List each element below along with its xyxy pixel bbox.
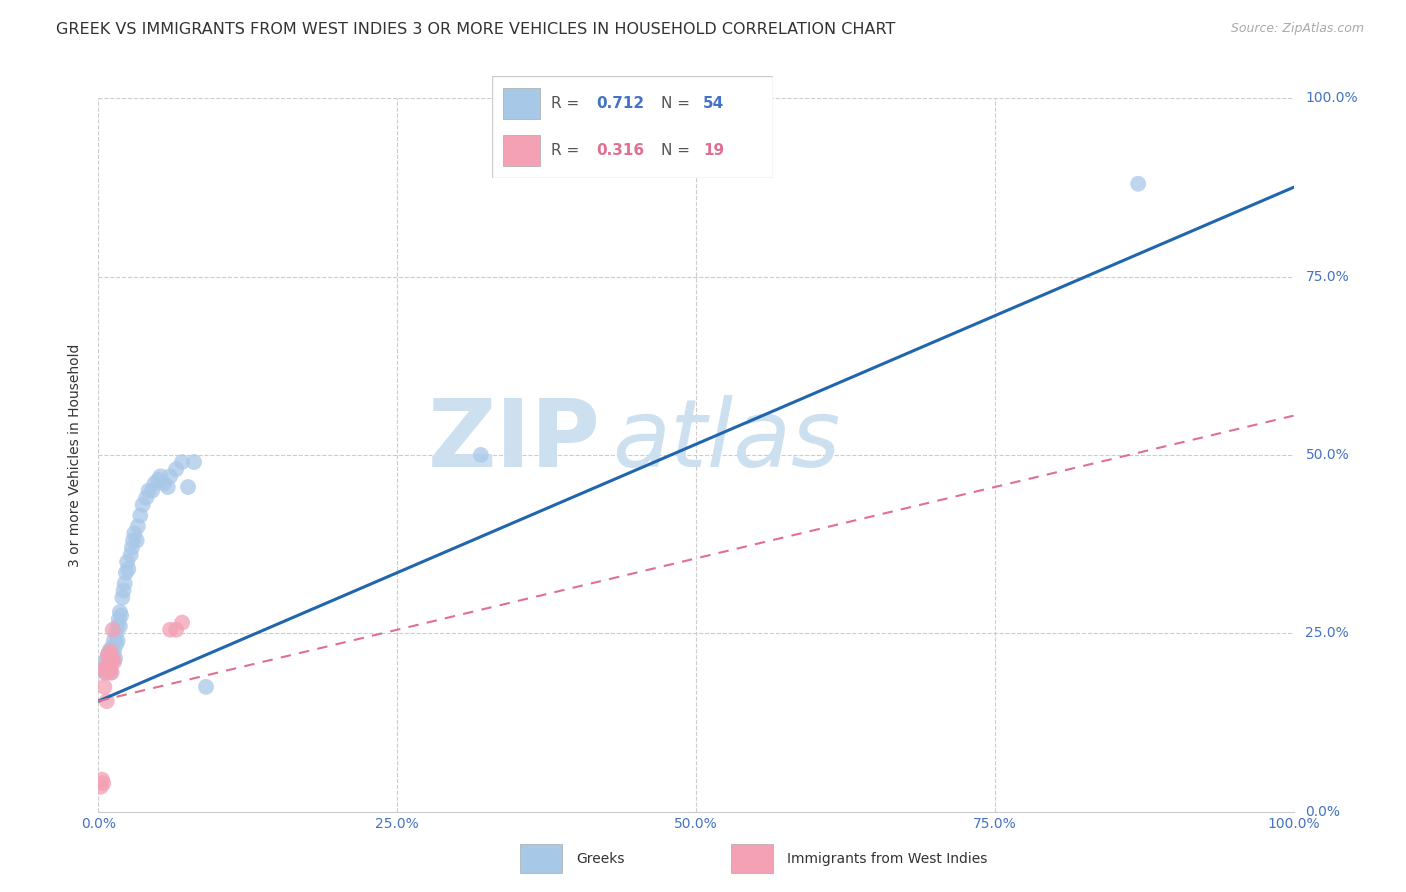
Point: [91, 772, 114, 787]
Text: atlas: atlas: [612, 395, 841, 486]
Point: [96, 694, 118, 708]
Point: [98, 644, 122, 658]
Point: [97, 648, 120, 662]
Point: [103, 633, 125, 648]
Point: [103, 644, 125, 658]
Text: Source: ZipAtlas.com: Source: ZipAtlas.com: [1230, 22, 1364, 36]
Text: 19: 19: [703, 144, 724, 158]
Point: [94, 665, 117, 680]
Point: [159, 469, 181, 483]
FancyBboxPatch shape: [503, 88, 540, 119]
Point: [107, 612, 129, 626]
Point: [127, 519, 149, 533]
Point: [97, 648, 120, 662]
Point: [93, 680, 115, 694]
Point: [107, 633, 129, 648]
Point: [93, 665, 115, 680]
Y-axis label: 3 or more Vehicles in Household: 3 or more Vehicles in Household: [69, 343, 83, 566]
Point: [105, 626, 128, 640]
Text: 25.0%: 25.0%: [1305, 626, 1350, 640]
Text: N =: N =: [661, 96, 695, 111]
Point: [112, 583, 135, 598]
Text: 0.712: 0.712: [596, 96, 644, 111]
Point: [101, 648, 124, 662]
Point: [141, 483, 163, 498]
Text: R =: R =: [551, 144, 585, 158]
Point: [108, 619, 131, 633]
Text: ZIP: ZIP: [427, 394, 600, 487]
Text: N =: N =: [661, 144, 695, 158]
Text: 54: 54: [703, 96, 724, 111]
FancyBboxPatch shape: [520, 844, 562, 873]
Point: [149, 469, 172, 483]
Point: [183, 455, 205, 469]
Point: [125, 533, 148, 548]
Text: 0.0%: 0.0%: [1305, 805, 1340, 819]
Point: [107, 619, 129, 633]
Point: [101, 651, 124, 665]
Point: [117, 562, 139, 576]
Point: [165, 623, 187, 637]
Point: [159, 623, 181, 637]
Point: [98, 658, 121, 673]
FancyBboxPatch shape: [492, 76, 773, 178]
Point: [91, 662, 114, 676]
Point: [148, 473, 170, 487]
Point: [100, 665, 122, 680]
Point: [100, 640, 122, 655]
Point: [124, 526, 146, 541]
Point: [121, 541, 143, 555]
Text: Greeks: Greeks: [576, 852, 624, 865]
Point: [94, 655, 117, 669]
Point: [114, 576, 136, 591]
Point: [129, 508, 152, 523]
Point: [115, 566, 138, 580]
Point: [172, 455, 194, 469]
Point: [1128, 177, 1150, 191]
Text: 100.0%: 100.0%: [1305, 91, 1358, 105]
FancyBboxPatch shape: [731, 844, 773, 873]
Point: [172, 615, 194, 630]
Point: [98, 662, 122, 676]
Point: [165, 462, 187, 476]
FancyBboxPatch shape: [503, 136, 540, 166]
Point: [156, 480, 179, 494]
Point: [120, 548, 142, 562]
Point: [98, 651, 122, 665]
Point: [98, 644, 121, 658]
Point: [96, 658, 118, 673]
Point: [96, 651, 118, 665]
Point: [90, 780, 112, 794]
Point: [153, 476, 176, 491]
Text: 75.0%: 75.0%: [1305, 269, 1350, 284]
Text: 0.316: 0.316: [596, 144, 644, 158]
Point: [111, 591, 134, 605]
Point: [103, 655, 125, 669]
Text: Immigrants from West Indies: Immigrants from West Indies: [787, 852, 988, 865]
Point: [135, 491, 157, 505]
Point: [108, 605, 131, 619]
Point: [104, 651, 127, 665]
Point: [177, 480, 200, 494]
Point: [98, 665, 122, 680]
Point: [97, 662, 120, 676]
Point: [105, 637, 128, 651]
Text: GREEK VS IMMIGRANTS FROM WEST INDIES 3 OR MORE VEHICLES IN HOUSEHOLD CORRELATION: GREEK VS IMMIGRANTS FROM WEST INDIES 3 O…: [56, 22, 896, 37]
Point: [138, 483, 160, 498]
Point: [122, 533, 145, 548]
Point: [115, 555, 138, 569]
Point: [101, 623, 124, 637]
Point: [110, 608, 132, 623]
Point: [93, 662, 115, 676]
Text: R =: R =: [551, 96, 585, 111]
Point: [470, 448, 492, 462]
Point: [100, 655, 122, 669]
Point: [98, 651, 121, 665]
Point: [131, 498, 153, 512]
Point: [194, 680, 217, 694]
Point: [91, 776, 114, 790]
Text: 50.0%: 50.0%: [1305, 448, 1350, 462]
Point: [143, 476, 166, 491]
